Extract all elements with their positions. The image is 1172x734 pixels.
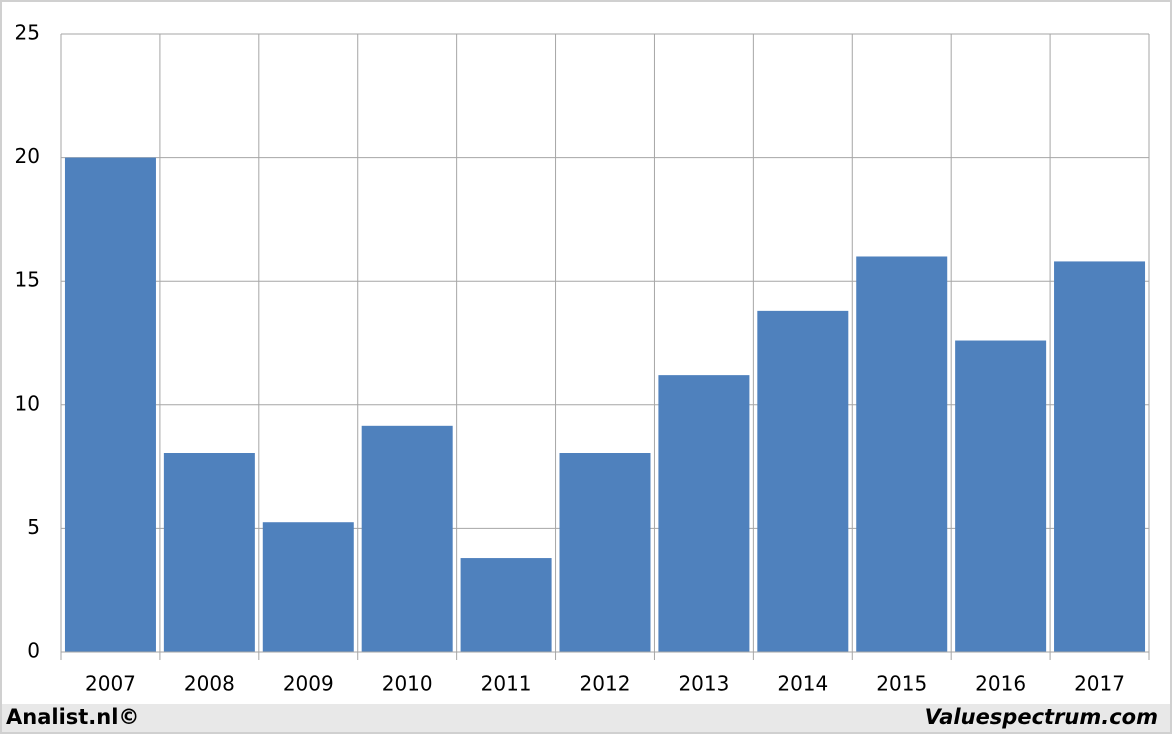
bar — [658, 375, 750, 652]
footer-left: Analist.nl© — [6, 705, 139, 729]
x-tick-label: 2011 — [481, 672, 532, 696]
bar — [955, 340, 1047, 652]
bar — [262, 522, 354, 652]
x-tick-label: 2012 — [580, 672, 631, 696]
y-tick-label: 20 — [15, 144, 40, 168]
x-tick-label: 2015 — [876, 672, 927, 696]
x-tick-label: 2013 — [678, 672, 729, 696]
bar — [361, 425, 453, 652]
x-tick-label: 2014 — [777, 672, 828, 696]
bar — [559, 453, 651, 652]
y-tick-label: 5 — [27, 515, 40, 539]
y-tick-label: 15 — [15, 268, 40, 292]
bar — [64, 157, 156, 652]
x-tick-label: 2016 — [975, 672, 1026, 696]
bar — [856, 256, 948, 652]
x-tick-label: 2010 — [382, 672, 433, 696]
footer-band — [2, 704, 1170, 732]
bar — [460, 558, 552, 652]
x-tick-label: 2007 — [85, 672, 136, 696]
y-tick-label: 0 — [27, 639, 40, 663]
bar — [1054, 261, 1146, 652]
x-tick-label: 2009 — [283, 672, 334, 696]
x-tick-label: 2008 — [184, 672, 235, 696]
footer-right: Valuespectrum.com — [925, 705, 1158, 729]
bar — [757, 310, 849, 652]
x-tick-label: 2017 — [1074, 672, 1125, 696]
y-tick-label: 25 — [15, 21, 40, 45]
y-tick-label: 10 — [15, 391, 40, 415]
bar — [163, 453, 255, 652]
